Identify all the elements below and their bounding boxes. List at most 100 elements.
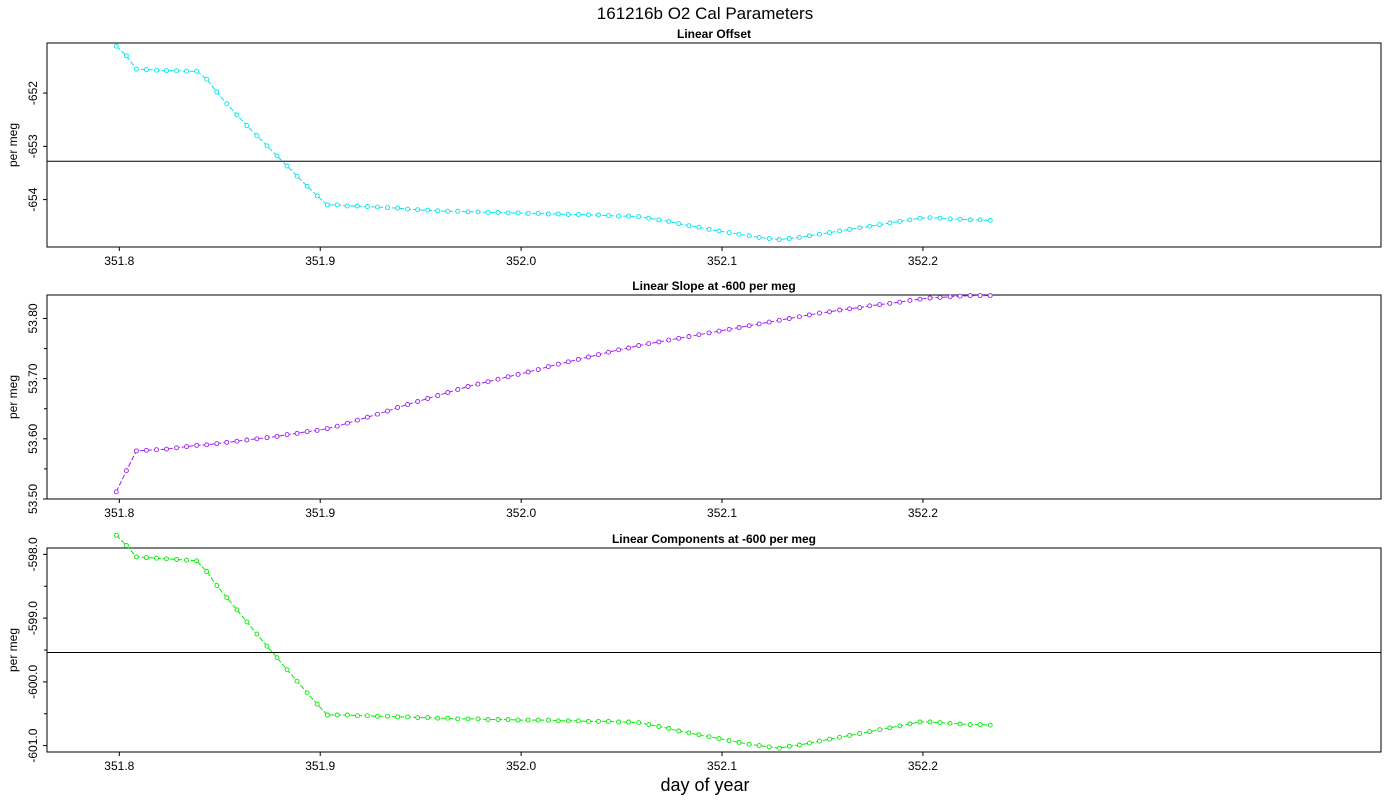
data-point [555,361,561,367]
x-tick-label: 352.2 [908,759,938,773]
data-point [505,374,511,380]
data-point [897,723,903,729]
data-point [756,743,762,749]
data-point [143,555,149,561]
data-point [234,607,240,613]
data-point [244,123,250,129]
data-point [596,212,601,218]
data-point [937,215,943,221]
data-point [585,354,591,360]
data-point [766,319,772,325]
data-point [445,208,451,214]
data-point [485,209,491,215]
data-point [827,736,832,742]
data-point [194,442,200,448]
data-point [465,209,471,215]
y-tick-label: -654 [26,187,40,211]
data-point [133,66,139,72]
data-point [596,718,601,724]
panel-2: Linear Slope at -600 per meg 351.8 351.9 35… [6,279,1382,520]
data-point [495,376,501,382]
data-point [415,399,421,404]
data-point [847,306,853,312]
data-point [907,297,913,303]
data-point [847,226,853,232]
data-point [425,207,431,213]
data-point [776,237,782,242]
data-point [716,328,722,334]
data-point [676,335,682,341]
data-point [616,719,622,725]
data-point [364,204,370,209]
data-point [143,67,149,73]
x-tick-label: 352.0 [506,254,536,268]
data-point [726,326,732,332]
data-point [485,379,491,385]
data-point [174,557,180,562]
panel-title: Linear Slope at -600 per meg [632,279,795,293]
data-point [746,741,752,747]
data-point [405,402,411,407]
data-point [927,719,933,725]
data-point [375,411,380,417]
data-point [817,310,822,316]
data-point [254,133,260,139]
data-point [515,717,521,723]
data-point [575,356,581,362]
data-point [425,715,431,721]
data-point [706,226,712,232]
data-point [696,332,702,338]
data-point [585,718,591,724]
y-tick-label: -601.0 [26,728,40,762]
data-point [565,359,571,365]
data-point [857,305,863,311]
data-point [877,222,883,228]
x-axis-label: day of year [660,775,749,795]
x-tick-label: 351.9 [305,506,335,520]
x-tick-label: 352.1 [707,254,737,268]
series-line [115,295,991,493]
data-point [545,364,551,370]
data-point [766,744,772,750]
data-point [616,347,622,353]
data-point [897,299,903,305]
data-point [364,414,370,420]
data-point [646,722,652,728]
data-point [304,183,310,189]
plot-frame [46,42,1382,248]
data-point [857,731,863,736]
data-point [666,337,672,343]
data-point [324,712,330,718]
data-point [927,295,933,301]
plot-frame [46,294,1382,500]
y-axis-label: per meg [6,375,20,419]
data-point [395,405,401,410]
data-point [304,690,310,696]
data-point [837,734,843,740]
data-point [405,714,411,720]
data-point [535,367,541,373]
data-point [837,307,843,313]
data-point [947,294,953,300]
data-point [806,233,812,239]
plot-frame [46,547,1382,753]
data-point [606,718,611,724]
data-point [987,293,993,299]
data-point [254,631,260,637]
data-point [525,369,531,375]
data-point [606,213,611,219]
data-point [686,223,692,229]
x-tick-label: 352.0 [506,759,536,773]
data-point [847,732,853,738]
data-point [535,210,541,216]
data-point [786,743,792,749]
data-point [967,722,973,728]
data-point [957,721,963,727]
data-point [716,736,722,742]
data-point [375,713,380,719]
data-point [736,231,742,237]
data-point [204,569,210,575]
data-point [756,321,762,327]
data-point [385,713,390,719]
